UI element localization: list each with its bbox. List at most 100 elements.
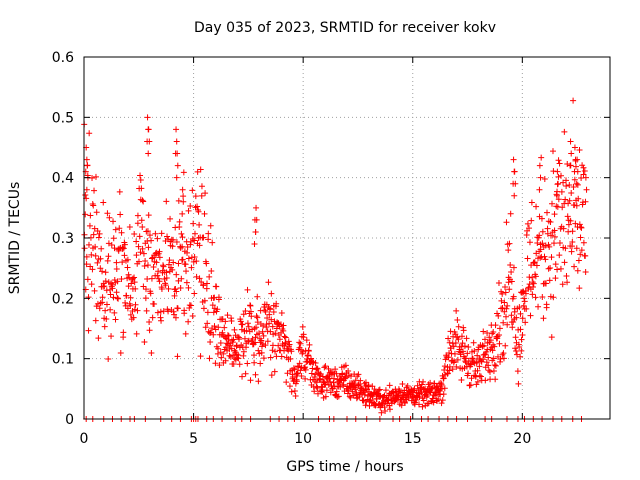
data-point: [548, 254, 555, 261]
data-point: [135, 243, 142, 250]
data-point: [334, 394, 341, 401]
data-point: [252, 228, 259, 235]
data-point: [438, 400, 445, 407]
data-point: [180, 193, 187, 200]
data-point: [185, 207, 192, 214]
data-point: [127, 311, 134, 318]
data-point: [554, 181, 561, 188]
data-point: [305, 348, 312, 355]
data-point: [215, 345, 222, 352]
data-point: [208, 267, 215, 274]
data-point: [458, 376, 465, 383]
data-point: [345, 368, 352, 375]
data-point: [510, 319, 517, 326]
data-point: [175, 197, 182, 204]
data-point: [461, 343, 468, 350]
data-point: [552, 275, 559, 282]
data-point: [192, 193, 199, 200]
data-point: [146, 318, 153, 325]
data-point: [255, 378, 262, 385]
data-point: [206, 355, 213, 362]
data-point: [435, 396, 442, 403]
data-point: [561, 128, 568, 135]
data-point: [476, 363, 483, 370]
data-point: [235, 355, 242, 362]
data-point: [460, 327, 467, 334]
data-point: [451, 358, 458, 365]
data-point: [203, 260, 210, 267]
data-point: [105, 356, 112, 363]
data-point: [532, 273, 539, 280]
data-point: [142, 295, 149, 302]
data-point: [270, 309, 277, 316]
data-point: [291, 388, 298, 395]
data-point: [549, 200, 556, 207]
data-point: [490, 367, 497, 374]
data-point: [185, 255, 192, 262]
data-point: [517, 310, 524, 317]
data-point: [339, 370, 346, 377]
data-point: [580, 171, 587, 178]
data-point: [260, 355, 267, 362]
data-point: [222, 318, 229, 325]
data-point: [185, 318, 192, 325]
data-point: [563, 183, 570, 190]
data-point: [85, 294, 92, 301]
data-point: [200, 281, 207, 288]
data-point: [574, 168, 581, 175]
data-point: [193, 258, 200, 265]
data-point: [556, 252, 563, 259]
data-point: [230, 361, 237, 368]
data-point: [454, 317, 461, 324]
data-point: [236, 334, 243, 341]
data-point: [84, 162, 91, 169]
data-point: [583, 186, 590, 193]
data-point: [187, 203, 194, 210]
data-point: [577, 251, 584, 258]
data-point: [313, 365, 320, 372]
data-point: [471, 348, 478, 355]
data-point: [179, 210, 186, 217]
data-point: [522, 319, 529, 326]
data-point: [139, 197, 146, 204]
data-point: [295, 363, 302, 370]
data-point: [516, 304, 523, 311]
data-point: [131, 230, 138, 237]
data-point: [91, 287, 98, 294]
data-point: [322, 363, 329, 370]
data-point: [578, 224, 585, 231]
data-point: [441, 366, 448, 373]
data-point: [562, 196, 569, 203]
data-point: [92, 252, 99, 259]
data-point: [483, 359, 490, 366]
data-point: [539, 228, 546, 235]
y-axis-label: SRMTID / TECUs: [7, 182, 23, 295]
data-point: [206, 273, 213, 280]
data-point: [453, 363, 460, 370]
data-point: [516, 343, 523, 350]
data-point: [539, 293, 546, 300]
data-point: [165, 285, 172, 292]
data-point: [312, 371, 319, 378]
data-point: [266, 320, 273, 327]
data-point: [278, 353, 285, 360]
data-point: [542, 256, 549, 263]
data-point: [313, 366, 320, 373]
data-point: [189, 187, 196, 194]
data-point: [515, 380, 522, 387]
data-point: [487, 337, 494, 344]
data-point: [560, 225, 567, 232]
data-point: [131, 274, 138, 281]
data-point: [143, 286, 149, 293]
data-point: [203, 285, 210, 292]
data-point: [382, 387, 389, 394]
data-point: [180, 198, 187, 205]
data-point: [205, 236, 212, 243]
data-point: [107, 291, 114, 298]
data-point: [513, 314, 520, 321]
data-point: [355, 371, 362, 378]
y-tick-label: 0.3: [52, 231, 74, 247]
data-point: [222, 357, 229, 364]
data-point: [92, 243, 99, 250]
data-point: [325, 365, 332, 372]
